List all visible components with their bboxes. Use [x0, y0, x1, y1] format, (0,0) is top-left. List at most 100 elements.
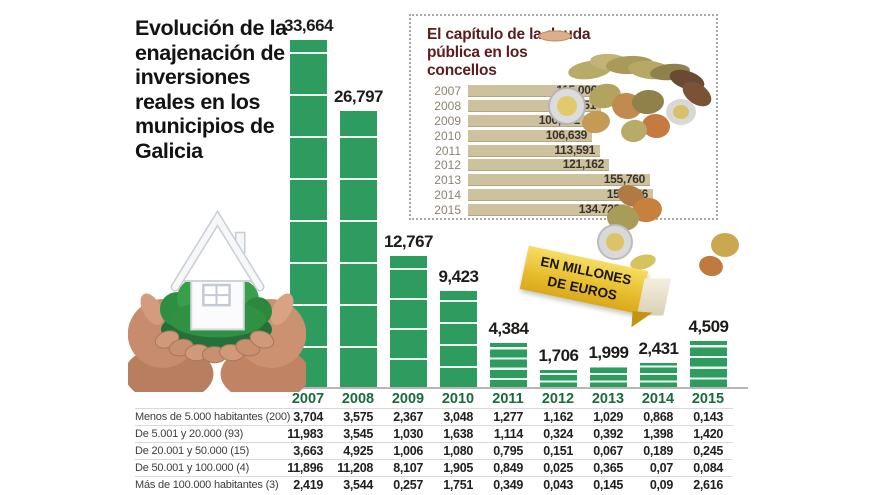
bar-2008	[340, 111, 377, 388]
table-cell: 11,208	[333, 458, 383, 476]
debt-value: 155,760	[603, 172, 646, 187]
debt-bar: 106,639	[468, 127, 592, 142]
table-cell: 0,245	[683, 441, 733, 459]
x-axis-line	[284, 387, 748, 389]
table-cell: 0,09	[633, 475, 683, 493]
table-cell: 0,365	[583, 458, 633, 476]
table-cell: 1,080	[433, 441, 483, 459]
table-cell: 2,419	[283, 475, 333, 493]
table-cell: 0,392	[583, 424, 633, 442]
bar-2013	[590, 367, 627, 388]
bar-2007	[290, 40, 327, 388]
bar-2014	[640, 363, 677, 388]
table-row-label: De 5.001 y 20.000 (93)	[135, 424, 283, 442]
table-cell: 0,849	[483, 458, 533, 476]
debt-bar: 121,162	[468, 157, 609, 172]
debt-bar: 155,760	[468, 172, 650, 187]
debt-value: 106,639	[545, 127, 588, 142]
table-cell: 0,349	[483, 475, 533, 493]
table-cell: 0,084	[683, 458, 733, 476]
table-cell: 0,324	[533, 424, 583, 442]
table-cell: 1,398	[633, 424, 683, 442]
table-cell: 0,143	[683, 408, 733, 425]
table-cell: 3,663	[283, 441, 333, 459]
table-cell: 1,277	[483, 408, 533, 425]
table-cell: 3,545	[333, 424, 383, 442]
debt-row-2010: 2010 106,639	[423, 128, 653, 143]
table-cell: 1,029	[583, 408, 633, 425]
bar-2012	[540, 370, 577, 388]
column-year-2015: 2015	[691, 391, 725, 407]
column-year-2009: 2009	[391, 391, 425, 407]
table-cell: 1,905	[433, 458, 483, 476]
bar-value-2014: 2,431	[638, 339, 679, 358]
table-cell: 1,114	[483, 424, 533, 442]
table-cell: 2,616	[683, 475, 733, 493]
page-title: Evolución de la enajenación de inversion…	[135, 16, 287, 163]
bar-value-2015: 4,509	[688, 317, 729, 336]
table-cell: 3,048	[433, 408, 483, 425]
column-year-2010: 2010	[441, 391, 475, 407]
bottom-table: 2007 2008 2009 2010 2011 2012 2013 2014 2015 Meno…	[135, 390, 733, 492]
debt-year-label: 2007	[434, 84, 461, 99]
table-cell: 1,006	[383, 441, 433, 459]
debt-year-label: 2011	[435, 143, 461, 158]
debt-year-label: 2015	[434, 202, 461, 217]
debt-row-2012: 2012 121,162	[423, 158, 653, 173]
debt-value: 121,162	[562, 157, 605, 172]
table-row-label: De 50.001 y 100.000 (4)	[135, 458, 283, 476]
table-cell: 3,544	[333, 475, 383, 493]
column-year-2014: 2014	[641, 391, 675, 407]
table-cell: 0,07	[633, 458, 683, 476]
table-cell: 0,145	[583, 475, 633, 493]
bar-value-2007: 33,664	[284, 16, 334, 35]
column-year-2013: 2013	[591, 391, 625, 407]
column-year-2008: 2008	[341, 391, 375, 407]
bar-2011	[490, 343, 527, 388]
table-cell: 1,638	[433, 424, 483, 442]
debt-year-label: 2012	[434, 158, 461, 173]
table-cell: 1,030	[383, 424, 433, 442]
bar-value-2008: 26,797	[334, 87, 384, 106]
table-cell: 4,925	[333, 441, 383, 459]
debt-row-2013: 2013 155,760	[423, 173, 653, 188]
bar-2015	[690, 341, 727, 388]
debt-year-label: 2010	[434, 128, 461, 143]
table-cell: 11,983	[283, 424, 333, 442]
table-cell: 0,043	[533, 475, 583, 493]
table-cell: 1,751	[433, 475, 483, 493]
table-cell: 0,257	[383, 475, 433, 493]
table-cell: 8,107	[383, 458, 433, 476]
table-row-label: Menos de 5.000 habitantes (200)	[135, 408, 290, 425]
bar-value-2013: 1,999	[588, 343, 629, 362]
debt-year-label: 2009	[434, 113, 461, 128]
bar-value-2012: 1,706	[538, 346, 579, 365]
debt-year-label: 2014	[434, 187, 461, 202]
column-year-2012: 2012	[541, 391, 575, 407]
bar-value-2009: 12,767	[384, 232, 434, 251]
bar-2009	[390, 256, 427, 388]
table-row-label: De 20.001 y 50.000 (15)	[135, 441, 283, 459]
table-cell: 0,795	[483, 441, 533, 459]
table-cell: 3,575	[333, 408, 383, 425]
table-cell: 0,151	[533, 441, 583, 459]
debt-bar: 113,591	[468, 144, 600, 157]
debt-row-2011: 2011 113,591	[423, 143, 653, 158]
table-cell: 0,067	[583, 441, 633, 459]
table-cell: 3,704	[283, 408, 333, 425]
bar-2010	[440, 291, 477, 388]
table-cell: 2,367	[383, 408, 433, 425]
debt-year-label: 2013	[434, 173, 461, 188]
table-corner	[135, 390, 283, 408]
column-year-2007: 2007	[291, 391, 325, 407]
bar-value-2011: 4,384	[488, 319, 529, 338]
banner-point	[631, 311, 653, 329]
table-row-label: Más de 100.000 habitantes (3)	[135, 475, 283, 493]
table-cell: 1,162	[533, 408, 583, 425]
bar-value-2010: 9,423	[438, 267, 479, 286]
table-cell: 1,420	[683, 424, 733, 442]
debt-year-label: 2008	[434, 99, 461, 114]
table-cell: 0,025	[533, 458, 583, 476]
